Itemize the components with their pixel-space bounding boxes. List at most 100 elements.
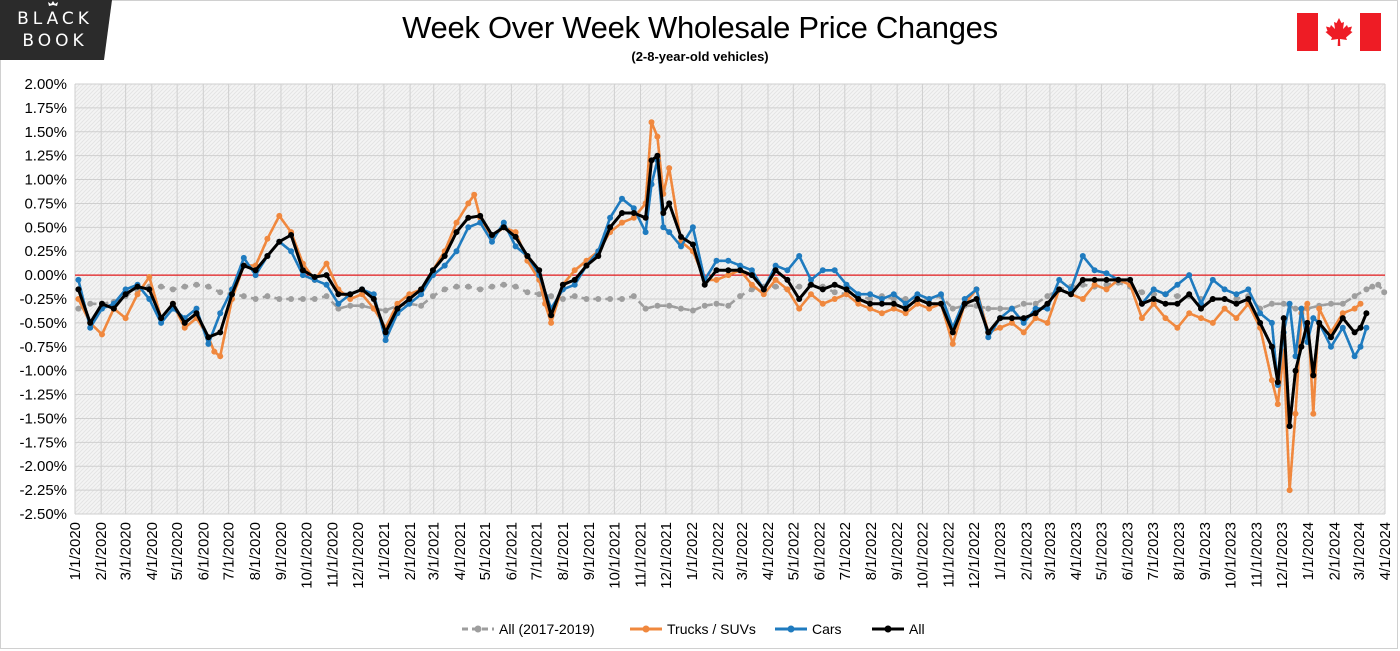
data-point xyxy=(489,283,495,290)
x-tick-label: 3/1/2020 xyxy=(118,522,135,580)
legend-marker-trucks-suvs xyxy=(642,625,650,633)
data-point xyxy=(1328,300,1334,307)
y-tick-label: -2.00% xyxy=(19,458,67,475)
data-point xyxy=(169,300,176,307)
data-point xyxy=(347,302,354,309)
x-tick-label: 6/1/2020 xyxy=(195,522,212,580)
data-point xyxy=(512,233,519,240)
y-tick-label: 2.00% xyxy=(24,76,67,93)
data-point xyxy=(512,229,519,236)
data-point xyxy=(914,300,921,307)
data-point xyxy=(1162,300,1169,307)
canada-flag-icon xyxy=(1297,13,1381,51)
data-point xyxy=(713,267,720,274)
data-point xyxy=(902,296,909,302)
data-point xyxy=(453,219,460,226)
data-point xyxy=(1310,372,1317,379)
data-point xyxy=(500,224,507,231)
data-point xyxy=(441,262,448,269)
data-point xyxy=(406,300,413,307)
data-point xyxy=(784,286,791,293)
data-point xyxy=(1079,296,1086,302)
x-tick-label: 10/1/2020 xyxy=(298,522,315,589)
y-tick-label: -1.50% xyxy=(19,410,67,427)
data-point xyxy=(607,224,614,231)
data-point xyxy=(1162,291,1169,298)
data-point xyxy=(193,305,200,312)
data-point xyxy=(75,286,82,293)
data-point xyxy=(737,262,744,269)
data-point xyxy=(1233,315,1240,322)
data-point xyxy=(1186,272,1193,279)
data-point xyxy=(536,291,543,298)
data-point xyxy=(211,348,218,355)
data-point xyxy=(831,289,838,296)
x-tick-label: 1/1/2020 xyxy=(67,522,84,580)
data-point xyxy=(843,291,850,298)
data-point xyxy=(1209,296,1216,302)
data-point xyxy=(1363,286,1370,293)
data-point xyxy=(666,200,673,207)
data-point xyxy=(1221,305,1228,312)
data-point xyxy=(867,291,874,298)
data-point xyxy=(831,281,838,288)
data-point xyxy=(382,329,389,336)
x-tick-label: 12/1/2023 xyxy=(1274,522,1291,589)
data-point xyxy=(205,340,212,347)
data-point xyxy=(571,281,578,288)
data-point xyxy=(217,289,224,296)
data-point xyxy=(146,274,153,280)
data-point xyxy=(453,248,460,255)
data-point xyxy=(169,286,176,293)
x-tick-label: 6/1/2021 xyxy=(503,522,520,580)
data-point xyxy=(87,324,94,331)
data-point xyxy=(1091,281,1098,288)
data-point xyxy=(748,281,755,288)
data-point xyxy=(347,296,354,302)
data-point xyxy=(418,286,425,293)
x-tick-label: 1/1/2021 xyxy=(376,522,393,580)
data-point xyxy=(666,165,673,172)
legend-label-trucks-suvs: Trucks / SUVs xyxy=(667,621,756,637)
data-point xyxy=(335,305,342,312)
data-point xyxy=(819,267,826,274)
data-point xyxy=(1363,324,1370,331)
data-point xyxy=(619,195,625,202)
y-tick-label: 0.50% xyxy=(24,219,67,236)
data-point xyxy=(229,291,235,298)
data-point xyxy=(1079,253,1086,259)
data-point xyxy=(1044,305,1051,312)
data-point xyxy=(878,310,885,317)
x-tick-label: 7/1/2020 xyxy=(221,522,238,580)
y-tick-label: 1.50% xyxy=(24,124,67,141)
x-tick-label: 3/1/2021 xyxy=(426,522,443,580)
data-point xyxy=(1020,315,1027,322)
data-point xyxy=(1103,276,1110,283)
data-point xyxy=(252,272,259,279)
data-point xyxy=(808,281,814,288)
x-tick-label: 9/1/2020 xyxy=(273,522,290,580)
data-point xyxy=(914,291,921,298)
data-point xyxy=(902,310,909,317)
data-point xyxy=(1292,305,1299,312)
data-point xyxy=(878,300,885,307)
data-point xyxy=(217,329,224,336)
x-tick-label: 9/1/2022 xyxy=(889,522,906,580)
data-point xyxy=(1298,343,1305,350)
data-point xyxy=(370,291,377,298)
data-point xyxy=(311,274,318,280)
data-point xyxy=(902,305,909,312)
data-point xyxy=(772,276,779,283)
data-point xyxy=(1198,315,1204,322)
data-point xyxy=(359,286,365,293)
data-point xyxy=(1304,319,1311,326)
data-point xyxy=(477,212,484,219)
data-point xyxy=(500,281,507,288)
y-tick-label: -2.50% xyxy=(19,506,67,523)
data-point xyxy=(1233,296,1240,302)
data-point xyxy=(193,310,200,317)
legend-marker-all-2017-2019 xyxy=(474,625,482,633)
data-point xyxy=(648,157,655,164)
data-point xyxy=(512,283,519,290)
data-point xyxy=(299,272,306,279)
